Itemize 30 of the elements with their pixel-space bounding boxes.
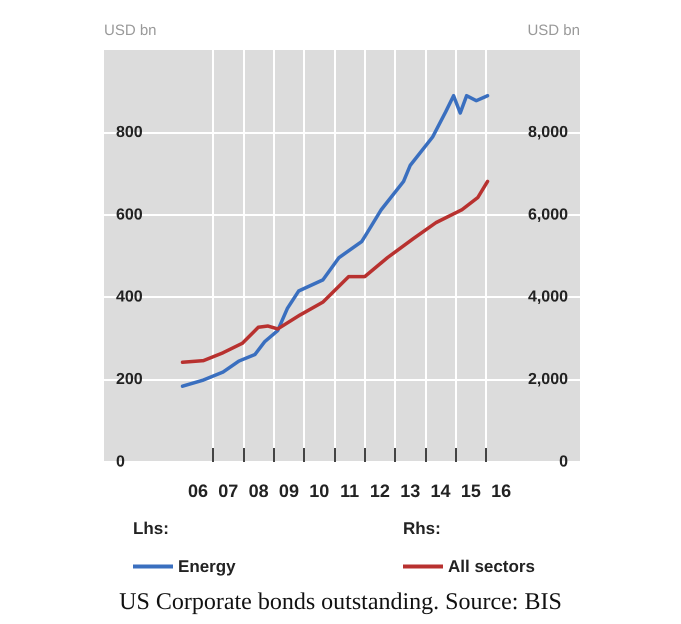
text: US Corporate bonds outstanding. Source: BIS (119, 589, 562, 615)
x-tick-label: 12 (370, 481, 390, 501)
y2-axis-title: USD bn (527, 22, 580, 39)
line-series (180, 180, 490, 364)
y2-tick-label: 8,000 (528, 124, 568, 141)
y-tick-label: 400 (116, 288, 143, 306)
y2-tick-label: 0 (559, 454, 568, 470)
x-tick-label: 16 (491, 481, 512, 501)
text: Lhs: (133, 519, 169, 538)
text: Rhs: (403, 519, 441, 538)
y2-tick-label: 2,000 (528, 371, 568, 388)
y2-tick-label: 4,000 (528, 288, 568, 306)
y2-tick-label: 6,000 (528, 206, 568, 224)
x-tick-label: 13 (400, 481, 420, 501)
x-tick-label: 15 (460, 481, 481, 501)
x-tick-label: 14 (430, 481, 451, 501)
y-tick-label: 800 (116, 124, 143, 141)
y-tick-label: 600 (116, 206, 143, 224)
line-series (180, 94, 490, 388)
x-tick-label: 07 (218, 481, 238, 501)
x-tick-label: 09 (278, 481, 299, 501)
x-tick-label: 11 (340, 481, 360, 501)
y-tick-label: 200 (116, 371, 143, 388)
y-tick-label: 0 (116, 454, 125, 470)
y-axis-title: USD bn (104, 22, 157, 39)
x-tick-label: 08 (248, 481, 269, 501)
legend-label: All sectors (448, 557, 535, 576)
x-tick-label: 10 (309, 481, 330, 501)
legend-label: Energy (178, 557, 236, 576)
x-tick-label: 06 (188, 481, 208, 501)
